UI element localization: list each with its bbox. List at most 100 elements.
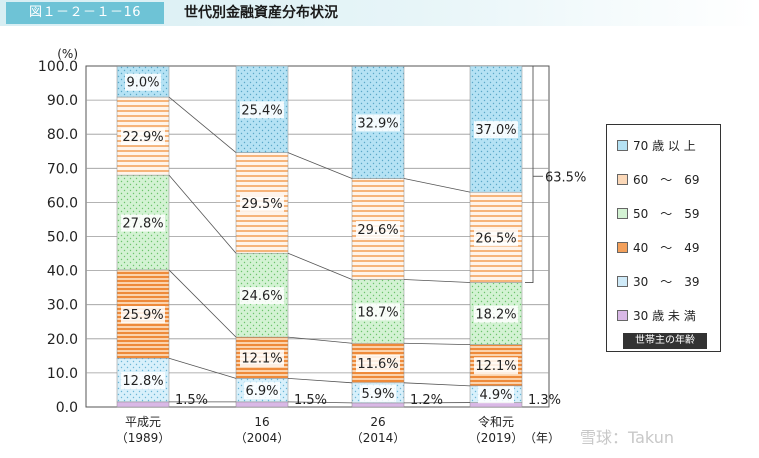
- legend-item-under-30: 30 歳 未 満: [617, 307, 696, 325]
- y-tick-label: 50.0: [47, 230, 78, 246]
- connector-line: [287, 377, 353, 384]
- x-tick-label: 26: [370, 415, 385, 429]
- legend: 70 歳 以 上 60 ～ 69 50 ～ 59 40 ～ 49 30 ～ 39…: [606, 124, 721, 352]
- data-label-bg: [356, 355, 400, 373]
- bar-segment: [469, 402, 523, 408]
- x-tick-label: 令和元: [478, 414, 514, 429]
- data-label: 18.2%: [475, 308, 516, 323]
- data-label: 12.8%: [122, 374, 163, 389]
- bar-segment: [116, 401, 170, 408]
- y-tick-label: 70.0: [47, 161, 78, 177]
- legend-item-60-69: 60 ～ 69: [617, 171, 700, 189]
- legend-item-70-plus: 70 歳 以 上: [617, 137, 696, 155]
- data-label-bg: [478, 386, 514, 404]
- y-tick-label: 0.0: [56, 400, 78, 416]
- data-label: 27.8%: [122, 217, 163, 232]
- data-label: 22.9%: [122, 130, 163, 145]
- data-label-bg: [125, 73, 161, 91]
- y-tick-label: 30.0: [47, 298, 78, 314]
- figure-number-tab: 図１－２－１－16: [6, 2, 164, 24]
- data-label-bg: [240, 287, 284, 305]
- data-label: 9.0%: [126, 76, 159, 91]
- data-label-bg: [474, 357, 518, 375]
- data-label: 1.5%: [294, 393, 327, 408]
- data-label-bg: [474, 305, 518, 323]
- data-label: 4.9%: [479, 388, 512, 403]
- data-label: 12.1%: [475, 359, 516, 374]
- figure-title: 世代別金融資産分布状況: [184, 5, 338, 21]
- data-label: 11.6%: [357, 357, 398, 372]
- bar-segment: [351, 402, 405, 408]
- y-tick-label: 40.0: [47, 264, 78, 280]
- connector-line: [287, 252, 353, 280]
- data-label: 32.9%: [357, 116, 398, 131]
- data-label: 6.9%: [245, 384, 278, 399]
- y-tick-label: 80.0: [47, 127, 78, 143]
- connector-line: [168, 357, 237, 379]
- bar-segment: [235, 401, 289, 408]
- x-tick-label: （2019）: [469, 431, 524, 445]
- data-label-bg: [121, 128, 165, 146]
- y-axis-unit: (%): [57, 47, 78, 61]
- data-label-bg: [240, 349, 284, 367]
- data-label: 25.4%: [241, 103, 282, 118]
- connector-line: [403, 178, 471, 193]
- legend-item-50-59: 50 ～ 59: [617, 205, 700, 223]
- data-label: 5.9%: [361, 387, 394, 402]
- connector-line: [168, 174, 237, 254]
- data-label-bg: [474, 229, 518, 247]
- x-tick-label: （2004）: [235, 431, 290, 445]
- data-label: 18.7%: [357, 305, 398, 320]
- data-label: 26.5%: [475, 231, 516, 246]
- y-tick-label: 90.0: [47, 93, 78, 109]
- data-label-bg: [360, 384, 396, 402]
- watermark: 雪球：Takun: [580, 428, 674, 447]
- data-label-bg: [244, 382, 280, 400]
- legend-swatch-icon: [617, 208, 628, 219]
- legend-swatch-icon: [617, 242, 628, 253]
- data-label-bg: [356, 220, 400, 238]
- data-label: 25.9%: [122, 308, 163, 323]
- data-label: 29.5%: [241, 197, 282, 212]
- data-label-bg: [121, 372, 165, 390]
- annotation-bracket: [525, 65, 534, 283]
- data-label-bg: [240, 101, 284, 119]
- data-label: 29.6%: [357, 223, 398, 238]
- connector-line: [287, 401, 353, 404]
- connector-line: [403, 279, 471, 283]
- connector-line: [403, 342, 471, 345]
- data-label: 1.5%: [175, 393, 208, 408]
- data-label-bg: [356, 114, 400, 132]
- y-tick-label: 10.0: [47, 366, 78, 382]
- y-tick-label: 60.0: [47, 195, 78, 211]
- data-label: 24.6%: [241, 289, 282, 304]
- data-label: 12.1%: [241, 352, 282, 367]
- annotation-label: 63.5%: [545, 170, 586, 185]
- legend-swatch-icon: [617, 276, 628, 287]
- data-label-bg: [121, 306, 165, 324]
- legend-item-30-39: 30 ～ 39: [617, 273, 700, 291]
- legend-title: 世帯主の年齢: [623, 333, 707, 349]
- data-label: 37.0%: [475, 123, 516, 138]
- x-tick-label: 16: [254, 415, 269, 429]
- legend-swatch-icon: [617, 140, 628, 151]
- x-axis-unit: （年）: [524, 431, 560, 445]
- y-tick-label: 20.0: [47, 332, 78, 348]
- connector-line: [168, 96, 237, 153]
- data-label: 1.2%: [410, 393, 443, 408]
- data-label-bg: [356, 303, 400, 321]
- y-tick-label: 100.0: [38, 59, 78, 75]
- x-tick-label: （1989）: [116, 431, 171, 445]
- connector-line: [403, 382, 471, 387]
- x-tick-label: （2014）: [351, 431, 406, 445]
- data-label: 1.3%: [528, 393, 561, 408]
- data-label-bg: [240, 194, 284, 212]
- data-label-bg: [121, 214, 165, 232]
- legend-item-40-49: 40 ～ 49: [617, 239, 700, 257]
- connector-line: [168, 269, 237, 338]
- legend-swatch-icon: [617, 310, 628, 321]
- connector-line: [287, 152, 353, 179]
- x-tick-label: 平成元: [125, 415, 161, 429]
- legend-swatch-icon: [617, 174, 628, 185]
